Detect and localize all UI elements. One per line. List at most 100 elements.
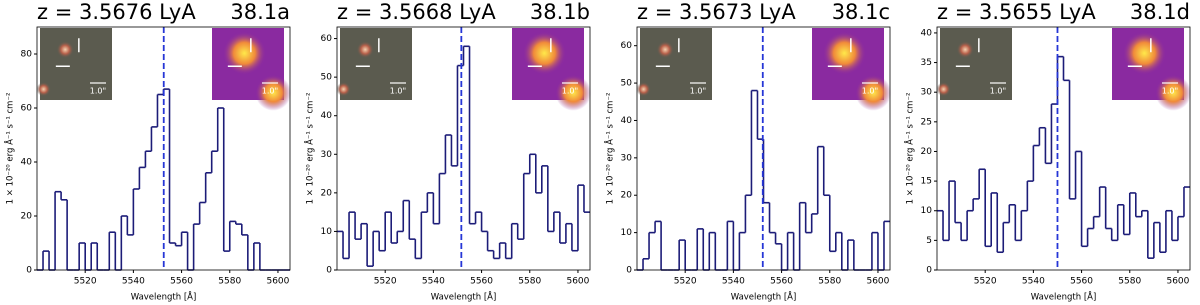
plot-frame bbox=[636, 26, 891, 271]
y-axis-label: 1 × 10⁻²⁰ erg Å⁻¹ s⁻¹ cm⁻² bbox=[304, 93, 316, 205]
inset-blob bbox=[1155, 74, 1192, 111]
scale-label: 1.0" bbox=[90, 87, 106, 96]
inset-blob bbox=[356, 40, 374, 59]
inset-blob bbox=[555, 74, 592, 111]
y-tick-label: 40 bbox=[21, 158, 33, 168]
x-tick-label: 5560 bbox=[1070, 277, 1093, 287]
scale-label: 1.0" bbox=[262, 87, 278, 96]
inset-blob bbox=[656, 40, 674, 59]
inset-blob bbox=[636, 82, 651, 97]
x-tick-label: 5540 bbox=[722, 277, 745, 287]
y-axis-label: 1 × 10⁻²⁰ erg Å⁻¹ s⁻¹ cm⁻² bbox=[4, 93, 16, 205]
y-tick-label: 20 bbox=[321, 188, 333, 198]
x-axis-label: Wavelength [Å] bbox=[131, 291, 197, 303]
x-tick-label: 5560 bbox=[770, 277, 793, 287]
y-tick-label: 10 bbox=[621, 228, 633, 238]
y-tick-label: 25 bbox=[921, 117, 932, 127]
inset-image bbox=[940, 28, 1012, 100]
x-tick-label: 5580 bbox=[518, 277, 541, 287]
panel: z = 3.5655 LyA 38.1d 0 5 10 15 20 25 30 35 40 5520 5… bbox=[904, 0, 1192, 303]
panel-label: 38.1c bbox=[832, 0, 890, 24]
y-tick-label: 20 bbox=[621, 191, 633, 201]
scale-label: 1.0" bbox=[390, 87, 406, 96]
x-tick-label: 5540 bbox=[122, 277, 145, 287]
y-tick-label: 0 bbox=[626, 266, 632, 276]
x-axis-label: Wavelength [Å] bbox=[1031, 291, 1097, 303]
x-tick-label: 5580 bbox=[218, 277, 241, 287]
panel-title: z = 3.5655 LyA bbox=[937, 0, 1096, 24]
x-tick-label: 5520 bbox=[974, 277, 997, 287]
y-tick-label: 0 bbox=[26, 266, 32, 276]
y-tick-label: 60 bbox=[621, 41, 633, 51]
y-tick-label: 10 bbox=[921, 206, 933, 216]
x-tick-label: 5520 bbox=[374, 277, 397, 287]
panel: z = 3.5676 LyA 38.1a 0 20 40 60 80 5520 5540 5560… bbox=[4, 0, 292, 303]
x-tick-label: 5600 bbox=[1166, 277, 1189, 287]
inset-image bbox=[340, 28, 412, 100]
panel-title: z = 3.5673 LyA bbox=[637, 0, 796, 24]
y-tick-label: 10 bbox=[321, 227, 333, 237]
y-tick-label: 40 bbox=[921, 28, 933, 38]
inset-blob bbox=[855, 74, 892, 111]
y-tick-label: 30 bbox=[321, 150, 333, 160]
y-tick-label: 50 bbox=[321, 73, 333, 83]
panel-title: z = 3.5668 LyA bbox=[337, 0, 496, 24]
x-tick-label: 5560 bbox=[170, 277, 193, 287]
plot-frame bbox=[36, 26, 291, 271]
inset-blob bbox=[936, 82, 951, 97]
plot-frame bbox=[336, 26, 591, 271]
inset-blob bbox=[222, 31, 266, 75]
inset-blob bbox=[56, 40, 74, 59]
x-tick-label: 5600 bbox=[566, 277, 589, 287]
x-tick-label: 5540 bbox=[1022, 277, 1045, 287]
scale-label: 1.0" bbox=[690, 87, 706, 96]
panel: z = 3.5673 LyA 38.1c 0 10 20 30 40 50 60 5520 5540… bbox=[604, 0, 892, 303]
panel-title: z = 3.5676 LyA bbox=[37, 0, 196, 24]
x-tick-label: 5580 bbox=[1118, 277, 1141, 287]
inset-blob bbox=[336, 82, 351, 97]
inset-blob bbox=[956, 40, 974, 59]
y-tick-label: 35 bbox=[921, 58, 932, 68]
y-tick-label: 5 bbox=[926, 236, 932, 246]
panel-label: 38.1b bbox=[530, 0, 590, 24]
x-tick-label: 5580 bbox=[818, 277, 841, 287]
y-tick-label: 15 bbox=[921, 177, 932, 187]
scale-label: 1.0" bbox=[562, 87, 578, 96]
panel: z = 3.5668 LyA 38.1b 0 10 20 30 40 50 60 5520 5540… bbox=[304, 0, 592, 303]
y-axis-label: 1 × 10⁻²⁰ erg Å⁻¹ s⁻¹ cm⁻² bbox=[604, 93, 616, 205]
inset-blob bbox=[822, 31, 867, 75]
y-tick-label: 0 bbox=[926, 266, 932, 276]
inset-blob bbox=[36, 82, 51, 97]
x-tick-label: 5520 bbox=[674, 277, 697, 287]
inset-image bbox=[40, 28, 112, 100]
scale-label: 1.0" bbox=[1162, 87, 1178, 96]
y-tick-label: 20 bbox=[21, 212, 33, 222]
y-tick-label: 40 bbox=[321, 111, 333, 121]
scale-label: 1.0" bbox=[862, 87, 878, 96]
x-tick-label: 5600 bbox=[266, 277, 289, 287]
y-tick-label: 40 bbox=[621, 116, 633, 126]
inset-blob bbox=[255, 74, 292, 111]
x-tick-label: 5600 bbox=[866, 277, 889, 287]
x-tick-label: 5520 bbox=[74, 277, 97, 287]
y-tick-label: 60 bbox=[21, 104, 33, 114]
inset-image bbox=[640, 28, 712, 100]
panel-label: 38.1a bbox=[230, 0, 290, 24]
inset-blob bbox=[1122, 31, 1166, 75]
plot-frame bbox=[936, 26, 1191, 271]
y-tick-label: 0 bbox=[326, 266, 332, 276]
y-tick-label: 30 bbox=[621, 153, 633, 163]
panel-label: 38.1d bbox=[1130, 0, 1190, 24]
scale-label: 1.0" bbox=[990, 87, 1006, 96]
x-axis-label: Wavelength [Å] bbox=[731, 291, 797, 303]
y-tick-label: 30 bbox=[921, 88, 933, 98]
y-tick-label: 60 bbox=[321, 34, 333, 44]
y-tick-label: 20 bbox=[921, 147, 933, 157]
x-axis-label: Wavelength [Å] bbox=[431, 291, 497, 303]
inset-blob bbox=[522, 31, 567, 75]
y-tick-label: 50 bbox=[621, 79, 633, 89]
x-tick-label: 5560 bbox=[470, 277, 493, 287]
x-tick-label: 5540 bbox=[422, 277, 445, 287]
y-axis-label: 1 × 10⁻²⁰ erg Å⁻¹ s⁻¹ cm⁻² bbox=[904, 93, 916, 205]
